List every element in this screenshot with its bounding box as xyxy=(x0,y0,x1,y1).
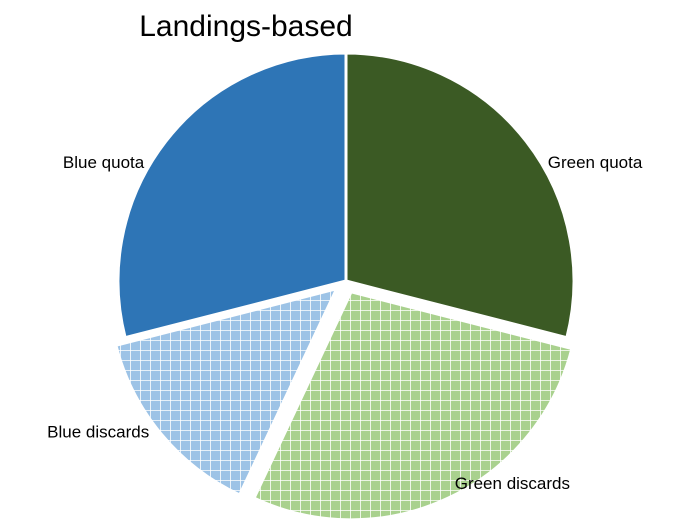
pie-slice xyxy=(252,290,574,522)
slice-label: Blue discards xyxy=(47,423,149,442)
slice-label: Blue quota xyxy=(63,153,145,172)
slice-label: Green discards xyxy=(455,474,570,493)
pie-slice xyxy=(116,51,348,340)
pie-slice xyxy=(344,51,576,340)
pie-slice xyxy=(114,286,340,497)
chart-title: Landings-based xyxy=(139,10,353,43)
slice-label: Green quota xyxy=(548,153,643,172)
